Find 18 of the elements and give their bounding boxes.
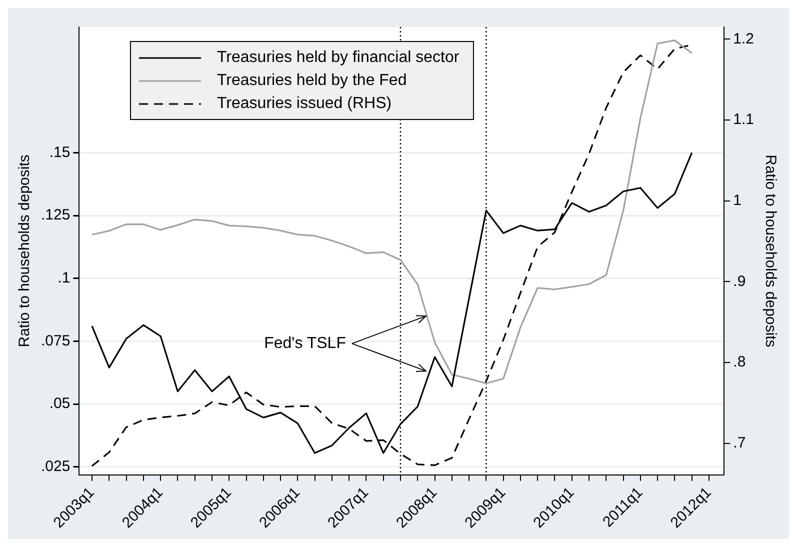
legend-label: Treasuries held by the Fed	[217, 71, 407, 91]
y-tick-label: .05	[49, 395, 70, 412]
y2-axis-title: Ratio to households deposits	[762, 154, 779, 348]
legend-label: Treasuries held by financial sector	[217, 48, 460, 68]
legend-label: Treasuries issued (RHS)	[217, 94, 392, 114]
y2-tick-label: .8	[733, 354, 746, 371]
y2-tick-label: 1.2	[733, 30, 754, 48]
y2-tick-label: 1.1	[733, 111, 754, 128]
y-tick-label: .15	[49, 144, 70, 161]
y-tick-label: .1	[58, 269, 70, 286]
y2-tick-label: .7	[733, 434, 746, 452]
y-tick-label: .075	[40, 332, 70, 350]
y2-tick-label: .9	[733, 272, 746, 290]
y-axis-title: Ratio to households deposits	[16, 154, 34, 348]
y-tick-label: .025	[40, 458, 70, 475]
annotation: Fed's TSLF	[264, 334, 346, 352]
y2-tick-label: 1	[733, 192, 742, 209]
y-tick-label: .125	[40, 206, 70, 224]
